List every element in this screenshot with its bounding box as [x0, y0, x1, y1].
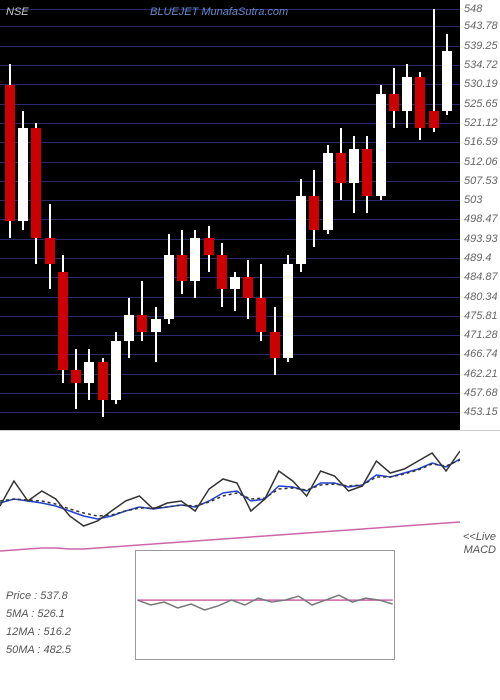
chart-title: BLUEJET MunafaSutra.com [150, 6, 288, 18]
y-tick-label: 471.28 [464, 329, 498, 341]
y-tick-label: 516.59 [464, 136, 498, 148]
macd-live-label: <<Live [463, 531, 496, 544]
y-tick-label: 512.06 [464, 156, 498, 168]
y-tick-label: 453.15 [464, 406, 498, 418]
info-panel: Price : 537.8 5MA : 526.1 12MA : 516.2 5… [0, 570, 500, 700]
y-tick-label: 507.53 [464, 175, 498, 187]
y-tick-label: 521.12 [464, 117, 498, 129]
info-subchart-box [135, 550, 395, 660]
y-tick-label: 498.47 [464, 213, 498, 225]
price-label: Price : 537.8 [6, 590, 68, 602]
y-tick-label: 462.21 [464, 368, 498, 380]
y-tick-label: 484.87 [464, 271, 498, 283]
y-axis: 548 543.78 539.25 534.72 530.19 525.65 521.12 5… [460, 0, 500, 430]
y-tick-label: 489.4 [464, 252, 492, 264]
ma12-label: 12MA : 516.2 [6, 626, 71, 638]
info-subchart [136, 551, 394, 659]
y-tick-label: 503 [464, 194, 482, 206]
y-tick-label: 525.65 [464, 98, 498, 110]
y-tick-label: 548 [464, 3, 482, 15]
y-tick-label: 534.72 [464, 59, 498, 71]
y-tick-label: 475.81 [464, 310, 498, 322]
ma50-label: 50MA : 482.5 [6, 644, 71, 656]
macd-text-label: MACD [463, 544, 496, 557]
y-tick-label: 466.74 [464, 348, 498, 360]
exchange-label: NSE [6, 6, 29, 18]
y-tick-label: 457.68 [464, 387, 498, 399]
y-tick-label: 493.93 [464, 233, 498, 245]
y-tick-label: 539.25 [464, 40, 498, 52]
y-tick-label: 480.34 [464, 291, 498, 303]
y-tick-label: 530.19 [464, 78, 498, 90]
macd-panel: <<Live MACD [0, 430, 500, 570]
ma5-label: 5MA : 526.1 [6, 608, 65, 620]
macd-label: <<Live MACD [463, 531, 496, 557]
y-tick-label: 543.78 [464, 20, 498, 32]
candlestick-chart: NSE BLUEJET MunafaSutra.com [0, 0, 460, 430]
